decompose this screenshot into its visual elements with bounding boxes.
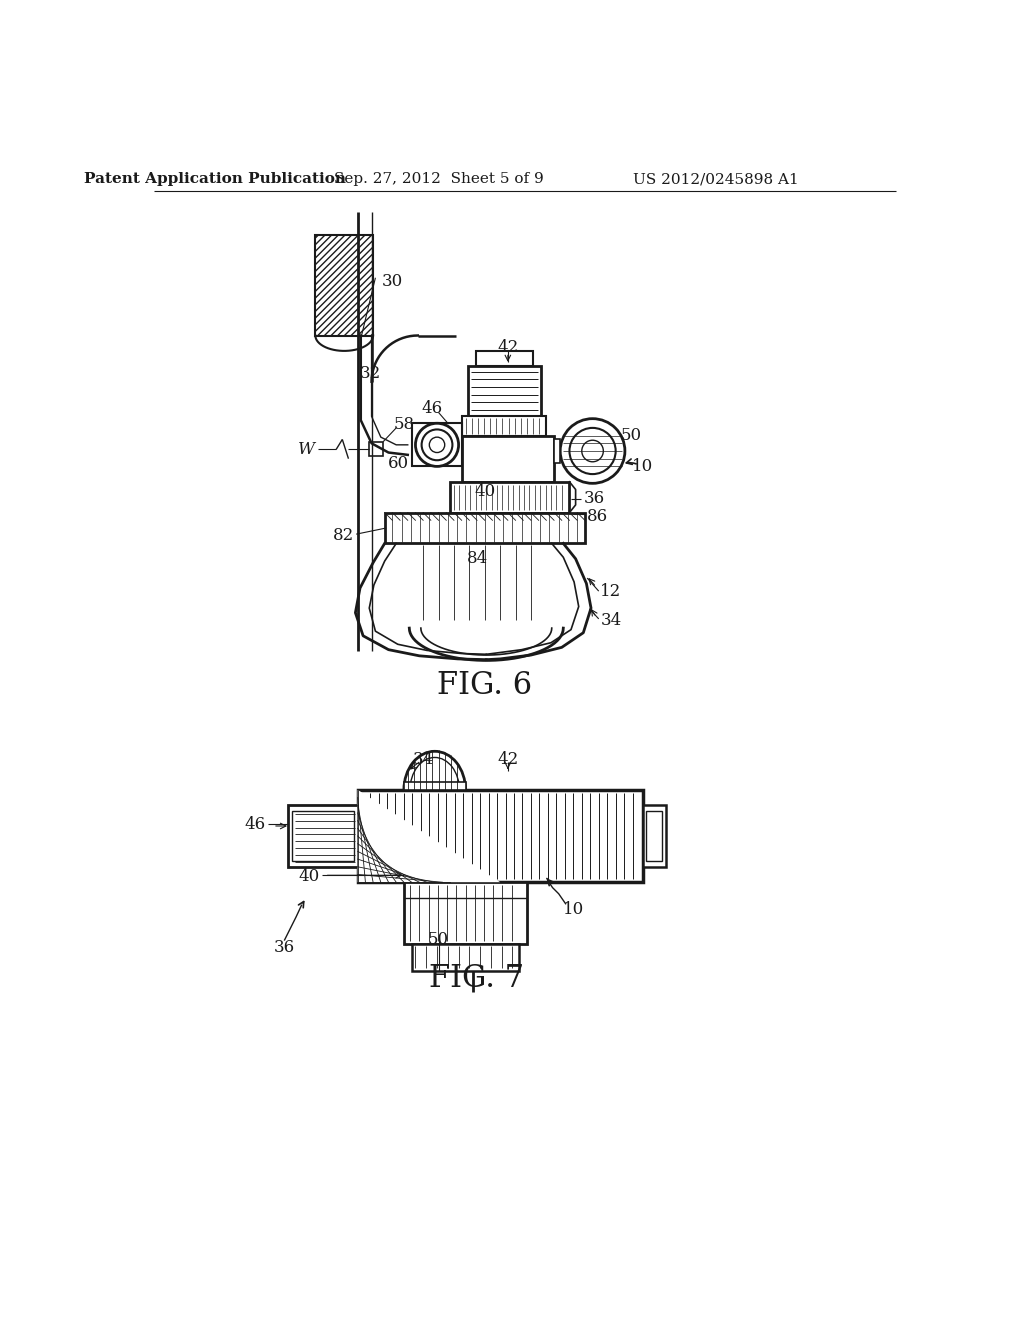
Bar	[385, 512, 585, 544]
Text: 50: 50	[428, 932, 450, 949]
Bar	[462, 416, 547, 436]
Bar	[462, 436, 554, 482]
Bar	[468, 367, 541, 416]
Text: 34: 34	[413, 751, 434, 767]
Circle shape	[416, 424, 459, 466]
Text: 84: 84	[467, 550, 487, 568]
Text: 36: 36	[274, 939, 295, 956]
Circle shape	[569, 428, 615, 474]
Text: 42: 42	[498, 338, 518, 355]
Text: US 2012/0245898 A1: US 2012/0245898 A1	[633, 172, 799, 186]
Text: 60: 60	[388, 455, 409, 471]
Bar	[412, 944, 519, 970]
Polygon shape	[357, 789, 500, 882]
Bar	[403, 882, 527, 944]
Text: 46: 46	[244, 816, 265, 833]
Text: 86: 86	[587, 508, 607, 525]
Bar	[412, 424, 462, 466]
Bar	[554, 440, 560, 462]
Circle shape	[560, 418, 625, 483]
Text: 82: 82	[333, 527, 354, 544]
Text: 46: 46	[422, 400, 443, 417]
Text: 32: 32	[359, 366, 381, 383]
Text: FIG. 6: FIG. 6	[437, 671, 532, 701]
Circle shape	[429, 437, 444, 453]
Text: 34: 34	[600, 612, 622, 628]
Bar	[451, 482, 569, 512]
Text: 10: 10	[632, 458, 653, 475]
Text: FIG. 7: FIG. 7	[429, 964, 524, 994]
Bar	[643, 805, 666, 867]
Text: 36: 36	[584, 490, 604, 507]
Bar	[475, 351, 534, 367]
Bar	[357, 789, 643, 882]
Bar	[370, 442, 383, 455]
Bar	[646, 812, 662, 861]
Text: 30: 30	[382, 273, 403, 290]
Text: 58: 58	[393, 416, 415, 433]
Bar	[292, 812, 354, 861]
Text: 10: 10	[562, 900, 584, 917]
Text: 40: 40	[298, 867, 319, 884]
Text: Patent Application Publication: Patent Application Publication	[84, 172, 346, 186]
Text: 40: 40	[474, 483, 496, 499]
Circle shape	[582, 441, 603, 462]
Circle shape	[422, 429, 453, 461]
Text: 50: 50	[621, 428, 642, 444]
Text: W: W	[298, 441, 315, 458]
Bar	[315, 235, 373, 335]
Text: 42: 42	[498, 751, 518, 767]
Text: 12: 12	[600, 582, 622, 599]
Bar	[289, 805, 357, 867]
Bar	[403, 781, 466, 789]
Text: Sep. 27, 2012  Sheet 5 of 9: Sep. 27, 2012 Sheet 5 of 9	[334, 172, 544, 186]
